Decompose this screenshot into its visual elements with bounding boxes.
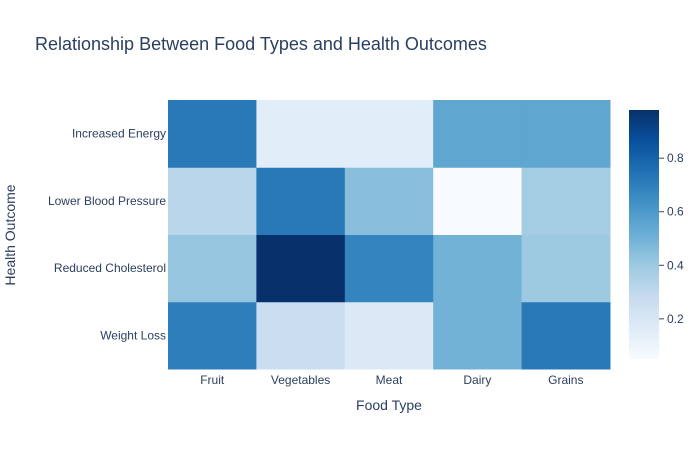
y-axis-title: Health Outcome	[2, 184, 18, 285]
heatmap-cell	[168, 100, 257, 168]
colorbar-tick-label: 0.6	[667, 205, 684, 219]
y-tick-label: Weight Loss	[100, 328, 166, 342]
heatmap-cell	[168, 167, 257, 235]
chart-title: Relationship Between Food Types and Heal…	[35, 34, 487, 54]
heatmap-cell	[168, 234, 257, 303]
y-tick-label: Reduced Cholesterol	[54, 261, 166, 275]
heatmap-cell	[433, 301, 523, 370]
x-tick-label: Meat	[376, 373, 403, 387]
heatmap-cell	[521, 301, 611, 370]
heatmap-cell	[344, 234, 434, 303]
heatmap-cell	[344, 301, 434, 370]
heatmap-cell	[256, 301, 346, 370]
x-tick-label: Grains	[548, 373, 583, 387]
heatmap-cell	[256, 167, 346, 235]
heatmap-cell	[521, 234, 611, 303]
colorbar-gradient	[629, 110, 659, 359]
heatmap-cell	[521, 100, 611, 168]
colorbar-tick-label: 0.2	[667, 312, 684, 326]
x-tick-label: Vegetables	[271, 373, 330, 387]
colorbar-ticks: 0.2 0.4 0.6 0.8	[659, 151, 684, 326]
heatmap-cell	[168, 301, 257, 370]
heatmap-cell	[433, 167, 523, 235]
x-tick-label: Dairy	[463, 373, 491, 387]
y-tick-label: Increased Energy	[72, 127, 166, 141]
heatmap-cell	[433, 100, 523, 168]
heatmap-cell	[344, 167, 434, 235]
x-tick-label: Fruit	[200, 373, 225, 387]
heatmap-cell	[344, 100, 434, 168]
colorbar-tick-label: 0.8	[667, 151, 684, 165]
colorbar-tick-label: 0.4	[667, 258, 684, 272]
colorbar: 0.2 0.4 0.6 0.8	[629, 110, 684, 359]
x-tick-labels: Fruit Vegetables Meat Dairy Grains	[200, 373, 583, 387]
heatmap-cell	[256, 100, 346, 168]
y-tick-labels: Weight Loss Reduced Cholesterol Lower Bloo…	[48, 127, 166, 343]
heatmap-cell	[433, 234, 523, 303]
heatmap-cells	[168, 100, 611, 370]
heatmap-cell	[256, 234, 346, 303]
heatmap-cell	[521, 167, 611, 235]
x-axis-title: Food Type	[356, 397, 422, 413]
y-tick-label: Lower Blood Pressure	[48, 194, 166, 208]
